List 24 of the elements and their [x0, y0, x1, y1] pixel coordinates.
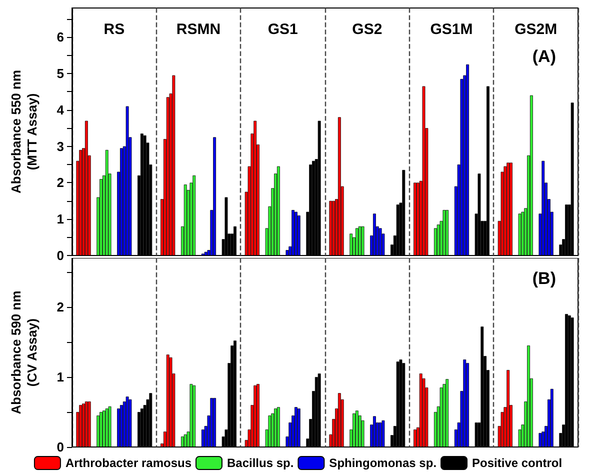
- y-tick-label: 3: [56, 138, 64, 154]
- y-tick-label: 5: [56, 66, 64, 82]
- legend-label: Arthrobacter ramosus: [65, 456, 192, 470]
- y-axis-title: Absorbance 590 nm (CV Assay): [8, 290, 40, 414]
- x-tick-label: GS2: [352, 21, 382, 38]
- x-tick-label: RSMN: [176, 21, 221, 38]
- x-tick-label: GS1: [268, 21, 298, 38]
- x-tick-label: RS: [104, 21, 125, 38]
- x-tick-label: GS2M: [514, 21, 558, 38]
- y-tick-label: 4: [56, 102, 65, 118]
- y-axis-title: Absorbance 550 nm (MTT Assay): [8, 70, 40, 194]
- annotation: (A): [532, 47, 556, 66]
- legend-label: Bacillus sp.: [226, 456, 294, 470]
- legend-label: Positive control: [472, 456, 562, 470]
- y-tick-label: 0: [56, 248, 64, 263]
- legend-label: Sphingomonas sp.: [329, 456, 437, 470]
- y-tick-label: 0: [56, 440, 64, 454]
- y-tick-label: 6: [56, 30, 64, 45]
- y-tick-label: 2: [56, 300, 64, 314]
- y-tick-label: 2: [56, 175, 64, 190]
- y-tick-label: 1: [56, 370, 64, 384]
- x-tick-label: GS1M: [430, 21, 473, 38]
- y-tick-label: 1: [56, 212, 64, 227]
- annotation: (B): [532, 269, 556, 288]
